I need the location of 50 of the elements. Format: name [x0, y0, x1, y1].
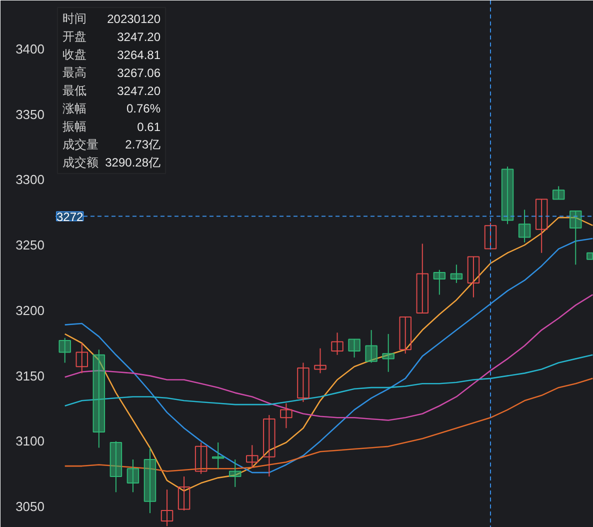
- text: 振幅 0.61: [62, 120, 161, 134]
- candlestick: [348, 338, 360, 358]
- candlestick: [263, 414, 276, 477]
- candlestick: [501, 166, 514, 225]
- candlestick: [467, 256, 480, 298]
- candlestick: [229, 459, 242, 488]
- candlestick: [178, 476, 190, 511]
- ref-line-label: 3272: [56, 210, 84, 224]
- candlestick: [535, 198, 548, 254]
- candlestick: [399, 316, 412, 354]
- candlestick: [126, 459, 140, 493]
- text: 开盘 3247.20: [62, 30, 161, 44]
- line-series: [64, 354, 593, 407]
- y-tick-label: 3200: [16, 302, 44, 318]
- candlestick: [484, 222, 497, 250]
- candlestick: [450, 264, 463, 284]
- candlestick: [58, 337, 71, 364]
- text: 成交量 2.73亿: [62, 138, 161, 152]
- y-tick-label: 3350: [16, 106, 44, 122]
- annotation: 成交额 3290.28亿: [62, 156, 161, 170]
- candlestick: [246, 444, 258, 468]
- text: 最高 3267.06: [62, 66, 161, 80]
- candlestick: [160, 489, 174, 527]
- candlestick: [382, 333, 394, 372]
- y-tick-label: 3250: [16, 238, 44, 253]
- candlestick: [331, 332, 344, 356]
- candlestick: [194, 442, 208, 474]
- text: 时间 20230120: [62, 12, 160, 26]
- text: 涨幅 0.76%: [62, 102, 161, 116]
- y-tick-label: 3150: [16, 368, 44, 384]
- y-tick-label: 3050: [16, 499, 44, 514]
- text: 最低 3247.20: [62, 84, 161, 98]
- candlestick: [570, 210, 582, 266]
- line-series: [64, 294, 593, 421]
- candlestick: [92, 349, 106, 448]
- candlestick: [416, 243, 429, 314]
- text: 收盘 3264.81: [62, 48, 161, 62]
- candlestick: [297, 362, 310, 402]
- y-tick-label: 3400: [16, 41, 44, 56]
- candlestick: [76, 342, 88, 374]
- candlestick: [365, 330, 378, 364]
- candlestick: [433, 269, 446, 296]
- candlestick: [552, 186, 565, 200]
- candlestick: [144, 447, 156, 514]
- y-tick-label: 3300: [16, 172, 44, 188]
- candlestick: [518, 209, 531, 243]
- y-tick-label: 3100: [16, 434, 44, 449]
- candlestick: [110, 440, 122, 493]
- candlestick: [280, 402, 292, 429]
- candlestick: [314, 348, 326, 374]
